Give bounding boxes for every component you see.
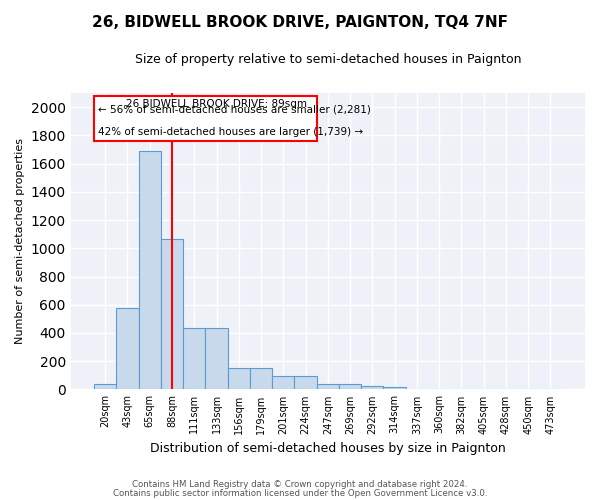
- Bar: [116, 308, 139, 390]
- Text: 26, BIDWELL BROOK DRIVE, PAIGNTON, TQ4 7NF: 26, BIDWELL BROOK DRIVE, PAIGNTON, TQ4 7…: [92, 15, 508, 30]
- Bar: [161, 239, 183, 390]
- Text: ← 56% of semi-detached houses are smaller (2,281): ← 56% of semi-detached houses are smalle…: [98, 104, 371, 115]
- Bar: [339, 384, 361, 390]
- Text: Contains HM Land Registry data © Crown copyright and database right 2024.: Contains HM Land Registry data © Crown c…: [132, 480, 468, 489]
- Bar: [227, 368, 250, 390]
- X-axis label: Distribution of semi-detached houses by size in Paignton: Distribution of semi-detached houses by …: [150, 442, 506, 455]
- Text: 42% of semi-detached houses are larger (1,739) →: 42% of semi-detached houses are larger (…: [98, 127, 364, 137]
- Bar: [183, 328, 205, 390]
- Y-axis label: Number of semi-detached properties: Number of semi-detached properties: [15, 138, 25, 344]
- Bar: [317, 384, 339, 390]
- Bar: [94, 384, 116, 390]
- Title: Size of property relative to semi-detached houses in Paignton: Size of property relative to semi-detach…: [134, 52, 521, 66]
- Bar: [383, 386, 406, 390]
- Text: Contains public sector information licensed under the Open Government Licence v3: Contains public sector information licen…: [113, 489, 487, 498]
- Bar: [250, 368, 272, 390]
- Bar: [361, 386, 383, 390]
- Bar: [205, 328, 227, 390]
- Bar: [139, 151, 161, 390]
- Bar: [94, 96, 317, 141]
- Text: 26 BIDWELL BROOK DRIVE: 89sqm: 26 BIDWELL BROOK DRIVE: 89sqm: [126, 98, 307, 108]
- Bar: [272, 376, 295, 390]
- Bar: [295, 376, 317, 390]
